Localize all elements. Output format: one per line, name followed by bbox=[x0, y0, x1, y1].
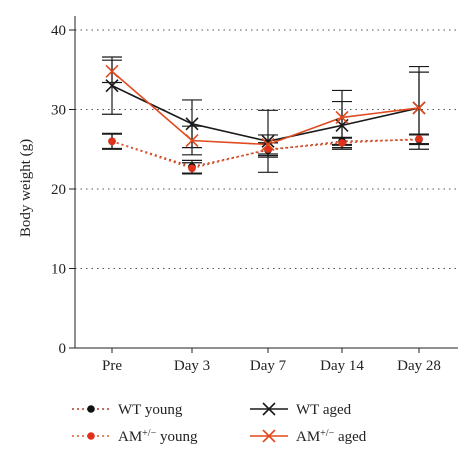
y-tick-label: 40 bbox=[51, 23, 66, 39]
legend-label: AM+/− aged bbox=[296, 428, 367, 446]
data-point-stroke bbox=[185, 133, 199, 148]
data-point-stroke bbox=[185, 117, 199, 131]
y-tick-label: 20 bbox=[51, 182, 66, 198]
data-point-stroke bbox=[105, 64, 119, 78]
y-tick-label: 10 bbox=[51, 262, 66, 278]
y-tick-label: 0 bbox=[59, 341, 67, 357]
data-point bbox=[335, 110, 349, 125]
data-point bbox=[108, 137, 116, 146]
legend-label: AM+/− young bbox=[118, 428, 198, 446]
series-line bbox=[111, 138, 420, 170]
x-tick-label: Pre bbox=[102, 358, 122, 374]
legend-item: AM+/− aged bbox=[250, 428, 367, 446]
data-point bbox=[188, 164, 196, 173]
legend-label: WT young bbox=[118, 402, 183, 418]
data-point bbox=[105, 79, 119, 93]
legend-label: WT aged bbox=[296, 402, 352, 418]
data-point bbox=[185, 117, 199, 131]
legend-item: WT young bbox=[72, 402, 183, 418]
data-point-stroke bbox=[261, 137, 275, 152]
legend: WT young AM+/− young WT aged AM+/− aged bbox=[72, 402, 367, 445]
legend-marker bbox=[262, 429, 276, 443]
axis-labels: Body weight (g) 0 10 20 30 40 Pre Day 3 Day 7 Da… bbox=[18, 23, 441, 374]
data-point bbox=[338, 139, 346, 147]
data-point bbox=[412, 101, 426, 115]
legend-marker bbox=[262, 402, 276, 416]
x-tick-label: Day 7 bbox=[250, 358, 287, 374]
data-point bbox=[261, 137, 275, 152]
data-point bbox=[261, 134, 275, 148]
data-point-stroke bbox=[335, 110, 349, 125]
data-point-stroke bbox=[412, 101, 426, 115]
data-point bbox=[105, 64, 119, 78]
error-bars bbox=[102, 56, 429, 175]
series-markers bbox=[105, 64, 426, 173]
legend-item: WT aged bbox=[250, 402, 352, 418]
legend-marker bbox=[87, 405, 95, 413]
axes bbox=[69, 16, 458, 353]
y-tick-label: 30 bbox=[51, 103, 66, 119]
grid-lines bbox=[75, 29, 458, 269]
legend-item: AM+/− young bbox=[72, 428, 198, 446]
y-axis-title: Body weight (g) bbox=[18, 139, 34, 237]
data-point-stroke bbox=[261, 134, 275, 148]
x-tick-label: Day 3 bbox=[174, 358, 210, 374]
data-point bbox=[185, 133, 199, 148]
legend-marker bbox=[87, 432, 95, 440]
x-tick-label: Day 14 bbox=[320, 358, 364, 374]
x-tick-label: Day 28 bbox=[397, 358, 441, 374]
data-point-stroke bbox=[105, 79, 119, 93]
data-point bbox=[415, 135, 423, 143]
